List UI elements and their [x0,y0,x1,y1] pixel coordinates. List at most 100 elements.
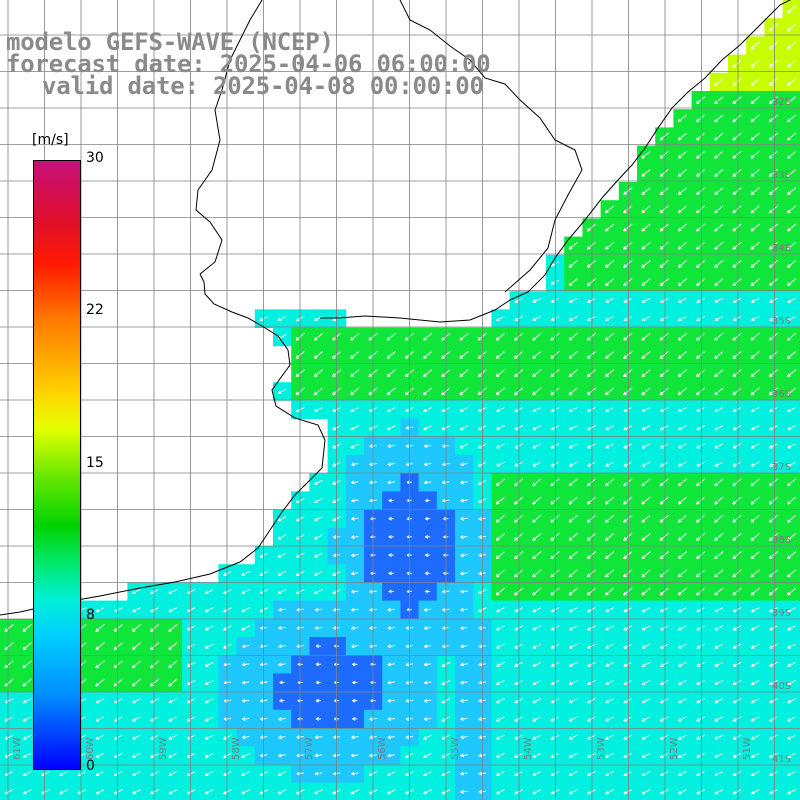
arrow-icon [787,205,797,214]
lon-label: 57W [304,737,315,760]
arrow-icon [714,169,724,177]
lat-label: 41S [772,754,791,765]
arrow-icon [714,241,724,250]
arrow-icon [787,187,797,196]
arrow-icon [732,169,742,177]
lon-label: 55W [450,737,461,760]
arrow-icon [768,278,778,287]
arrow-icon [750,278,760,287]
arrow-icon [659,169,669,177]
lat-label: 36S [772,389,791,400]
arrow-icon [750,260,760,268]
arrow-icon [659,187,669,196]
arrow-icon [768,223,778,232]
arrow-icon [750,205,760,214]
arrow-icon [605,278,615,287]
arrow-icon [696,169,706,177]
arrow-icon [659,278,669,287]
arrow-icon [714,278,724,287]
arrow-icon [568,241,578,250]
arrow-icon [732,114,742,123]
colorbar-tick-8: 8 [86,607,95,623]
colorbar-tick-22: 22 [86,302,104,318]
arrow-icon [732,59,742,68]
arrow-icon [677,223,687,232]
arrow-icon [677,169,687,177]
border-uruguay-brazil [399,0,583,293]
arrow-icon [750,187,760,196]
wind-arrows [4,5,797,795]
colorbar-tick-0: 0 [86,758,95,774]
arrow-icon [732,150,742,159]
arrow-icon [623,205,633,214]
arrow-icon [641,260,651,268]
arrow-icon [586,241,596,250]
colorbar-tick-15: 15 [86,455,104,471]
arrow-icon [659,260,669,268]
arrow-icon [787,169,797,177]
arrow-icon [586,260,596,268]
arrow-icon [750,223,760,232]
arrow-icon [750,150,760,159]
arrow-icon [696,150,706,159]
arrow-icon [714,260,724,268]
arrow-icon [696,205,706,214]
arrow-icon [732,96,742,105]
arrow-icon [714,150,724,159]
arrow-icon [768,78,778,86]
arrow-icon [623,187,633,196]
arrow-icon [768,96,778,105]
arrow-icon [768,41,778,50]
arrow-icon [714,187,724,196]
arrow-icon [623,241,633,250]
arrow-icon [714,96,724,105]
lon-label: 58W [231,737,242,760]
arrow-icon [605,260,615,268]
arrow-icon [787,5,797,14]
arrow-icon [787,96,797,105]
arrow-icon [677,114,687,123]
lon-label: 54W [523,737,534,760]
arrow-icon [768,187,778,196]
arrow-icon [787,278,797,287]
arrow-icon [750,114,760,123]
arrow-icon [787,150,797,159]
arrow-icon [696,241,706,250]
arrow-icon [732,260,742,268]
lon-label: 59W [158,737,169,760]
arrow-icon [768,132,778,141]
arrow-icon [787,223,797,232]
arrow-icon [787,241,797,250]
arrow-icon [696,132,706,141]
arrow-icon [768,59,778,68]
arrow-icon [732,132,742,141]
lat-label: 35S [772,316,791,327]
arrow-icon [696,223,706,232]
arrow-icon [659,241,669,250]
arrow-icon [787,78,797,86]
arrow-icon [696,96,706,105]
colorbar-tick-30: 30 [86,150,104,166]
arrow-icon [623,260,633,268]
arrow-icon [623,278,633,287]
lat-label: 38S [772,535,791,546]
arrow-icon [768,23,778,32]
arrow-icon [750,41,760,50]
wind-speed-cell [782,782,800,800]
arrow-icon [696,260,706,268]
lat-label: 33S [772,170,791,181]
arrow-icon [659,223,669,232]
lon-label: 53W [596,737,607,760]
arrow-icon [659,205,669,214]
arrow-icon [714,205,724,214]
arrow-icon [659,132,669,141]
arrow-icon [677,150,687,159]
lon-label: 51W [742,737,753,760]
lon-label: 60W [85,737,96,760]
arrow-icon [714,114,724,123]
arrow-icon [714,223,724,232]
arrow-icon [641,241,651,250]
lon-label: 56W [377,737,388,760]
arrow-icon [750,96,760,105]
